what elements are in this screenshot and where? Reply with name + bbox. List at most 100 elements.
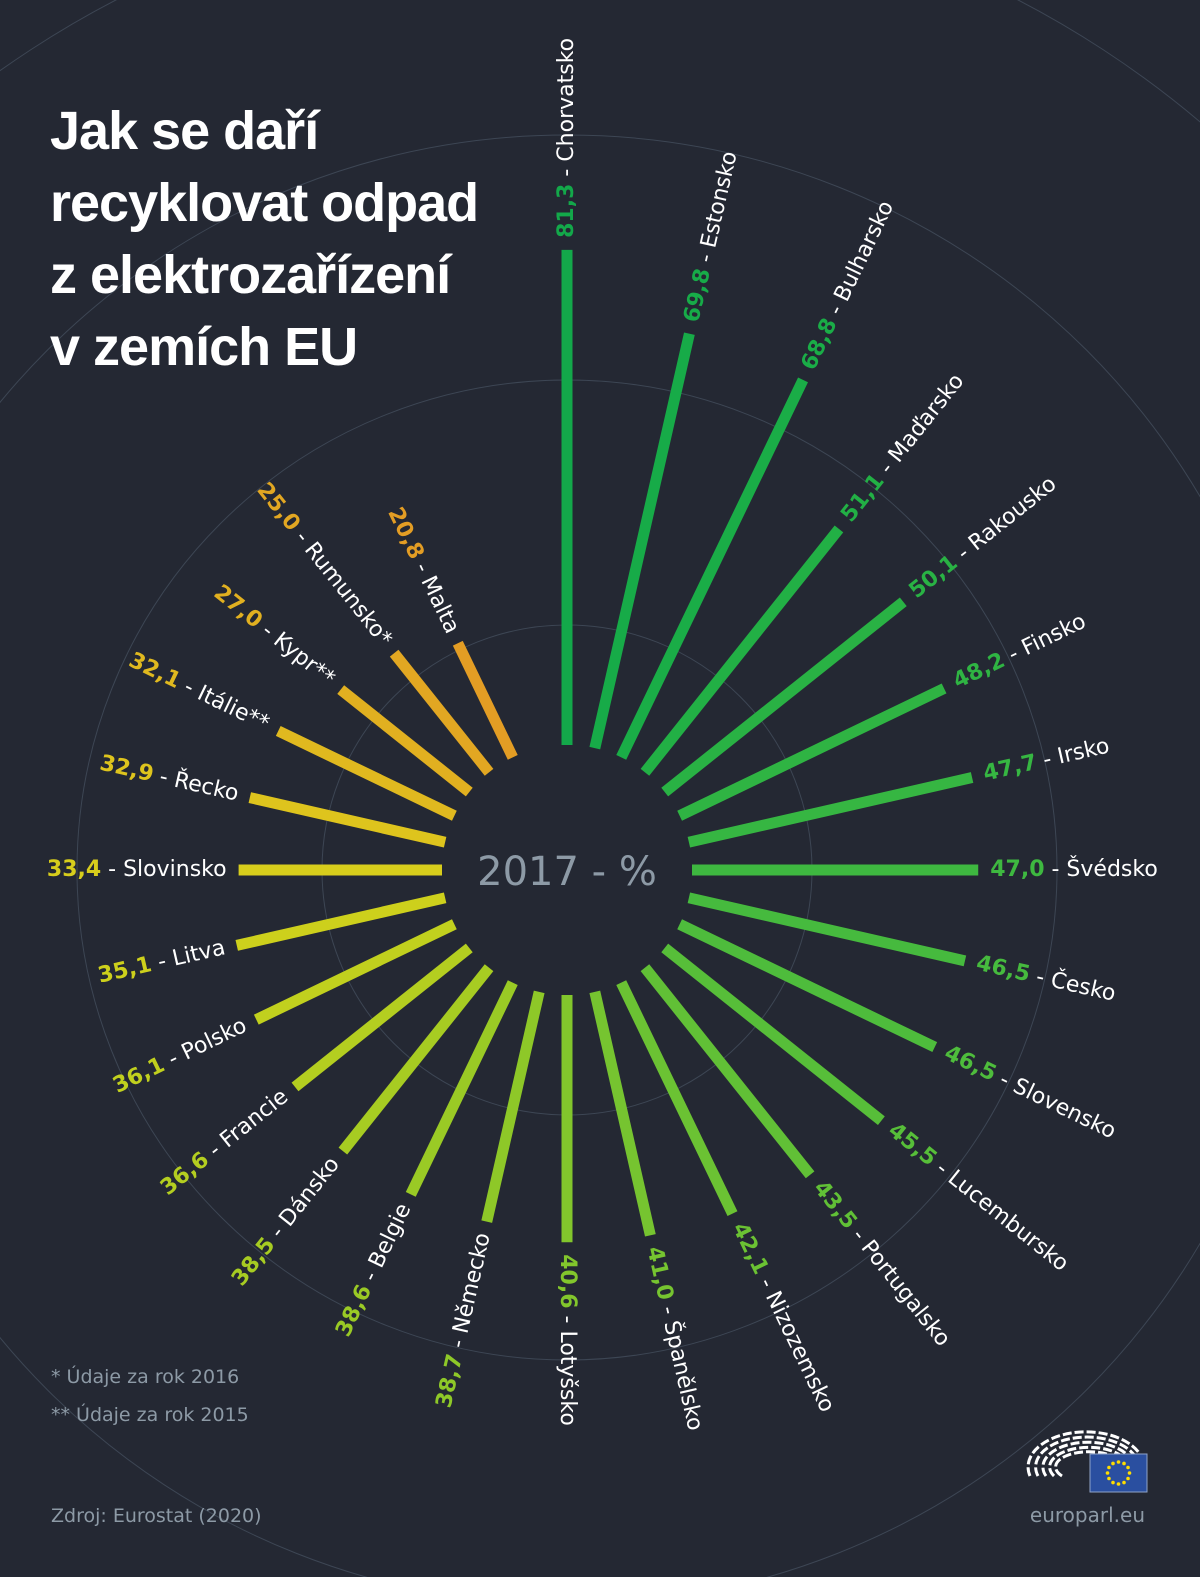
- title-line: recyklovat odpad: [50, 173, 479, 233]
- country-label: - Polsko: [158, 1013, 251, 1075]
- bar: [589, 990, 656, 1237]
- value-label: 32,1: [125, 648, 185, 694]
- country-label: - Řecko: [150, 762, 241, 807]
- bar-label: 38,7 - Německo: [432, 1230, 496, 1410]
- bar-label: 38,5 - Dánsko: [227, 1152, 345, 1291]
- value-label: 81,3: [554, 184, 579, 238]
- bar: [677, 683, 947, 821]
- source-note: Zdroj: Eurostat (2020): [51, 1505, 262, 1527]
- country-label: - Francie: [198, 1084, 293, 1167]
- country-label: - Rakousko: [947, 471, 1061, 569]
- bar: [389, 649, 494, 776]
- country-label: - Česko: [1027, 962, 1118, 1007]
- value-label: 38,7: [432, 1352, 468, 1410]
- value-label: 47,7: [981, 750, 1039, 786]
- european-parliament-logo-icon: [1026, 1430, 1148, 1493]
- bar: [687, 772, 974, 848]
- country-label: - Portugalsko: [842, 1219, 955, 1352]
- bar-label: 41,0 - Španělsko: [641, 1244, 708, 1433]
- country-label: - Lotyšsko: [555, 1309, 580, 1426]
- center-label: 2017 - %: [477, 849, 657, 895]
- eu-star-icon: [1107, 1465, 1111, 1470]
- country-label: - Kypr**: [251, 614, 339, 691]
- bar: [248, 792, 447, 848]
- page-title: Jak se daří recyklovat odpad z elektroza…: [50, 95, 479, 383]
- country-label: - Itálie**: [174, 671, 273, 736]
- bar: [661, 943, 885, 1126]
- value-label: 42,1: [727, 1219, 773, 1279]
- country-label: - Irsko: [1034, 734, 1112, 775]
- bar-label: 35,1 - Litva: [96, 935, 228, 988]
- eu-star-icon: [1107, 1476, 1111, 1481]
- bar: [589, 332, 695, 750]
- value-label: 36,1: [109, 1053, 169, 1099]
- bars: [235, 249, 979, 1243]
- bar-label: 81,3 - Chorvatsko: [554, 38, 579, 238]
- bar-label: 32,1 - Itálie**: [125, 648, 273, 737]
- country-label: - Dánsko: [261, 1152, 345, 1248]
- footnote-2015: ** Údaje za rok 2015: [51, 1404, 249, 1426]
- eu-star-icon: [1105, 1471, 1110, 1475]
- value-label: 40,6: [555, 1254, 580, 1308]
- bar: [275, 725, 457, 821]
- bar-label: 47,7 - Irsko: [981, 734, 1112, 787]
- bar-label: 46,5 - Slovensko: [940, 1041, 1119, 1145]
- bar-label: 51,1 - Maďarsko: [836, 369, 969, 527]
- value-label: 38,6: [331, 1281, 377, 1341]
- country-label: - Malta: [406, 552, 464, 637]
- grid-circle: [0, 134, 1200, 1577]
- country-label: - Španělsko: [653, 1297, 708, 1433]
- bar-label: 38,6 - Belgie: [331, 1200, 416, 1341]
- bar: [640, 525, 844, 776]
- eu-star-icon: [1127, 1471, 1132, 1475]
- country-label: - Nizozemsko: [750, 1268, 839, 1417]
- bar-label: 45,5 - Lucembursko: [883, 1118, 1073, 1277]
- eu-star-icon: [1111, 1461, 1115, 1466]
- bar-label: 20,8 - Malta: [382, 503, 464, 637]
- footnote-2016: * Údaje za rok 2016: [51, 1366, 240, 1388]
- bar-label: 32,9 - Řecko: [97, 750, 241, 807]
- bar-label: 36,6 - Francie: [156, 1084, 293, 1200]
- country-label: - Finsko: [998, 609, 1090, 671]
- bar: [452, 640, 518, 760]
- value-label: 35,1: [96, 952, 154, 988]
- bar: [640, 964, 815, 1179]
- bar: [337, 685, 473, 797]
- bar: [338, 964, 494, 1155]
- country-label: - Slovensko: [989, 1064, 1120, 1144]
- value-label: 69,8: [679, 266, 715, 324]
- country-label: - Německo: [444, 1230, 496, 1357]
- title-line: z elektrozařízení: [50, 245, 451, 305]
- title-line: Jak se daří: [50, 101, 319, 161]
- value-label: 20,8: [382, 503, 428, 563]
- bar-label: 68,8 - Bulharsko: [797, 197, 900, 374]
- bar-label: 69,8 - Estonsko: [679, 149, 742, 325]
- country-label: - Chorvatsko: [554, 38, 579, 184]
- bar: [253, 919, 457, 1025]
- bar-label: 40,6 - Lotyšsko: [555, 1254, 580, 1426]
- bar: [481, 990, 545, 1223]
- eu-star-icon: [1122, 1461, 1126, 1466]
- bar: [677, 919, 938, 1053]
- value-label: 46,5: [974, 951, 1032, 987]
- eu-star-icon: [1116, 1460, 1121, 1464]
- bar-label: 50,1 - Rakousko: [905, 471, 1062, 603]
- bar-label: 47,0 - Švédsko: [990, 856, 1158, 882]
- brand-link[interactable]: europarl.eu: [1029, 1503, 1145, 1527]
- country-label: - Lucembursko: [926, 1152, 1073, 1277]
- bar: [235, 892, 447, 951]
- country-label: - Litva: [149, 935, 228, 976]
- bar: [661, 597, 907, 797]
- bar: [291, 943, 473, 1092]
- country-label: - Belgie: [355, 1200, 417, 1292]
- bar-label: 36,1 - Polsko: [109, 1013, 251, 1098]
- eu-star-icon: [1126, 1476, 1130, 1481]
- value-label: 47,0: [990, 857, 1044, 882]
- value-label: 68,8: [797, 315, 843, 375]
- country-label: - Rumunsko*: [285, 521, 396, 652]
- country-label: - Slovinsko: [101, 857, 226, 882]
- value-label: 41,0: [641, 1244, 677, 1302]
- bar-label: 42,1 - Nizozemsko: [727, 1219, 839, 1417]
- eu-star-icon: [1111, 1480, 1115, 1485]
